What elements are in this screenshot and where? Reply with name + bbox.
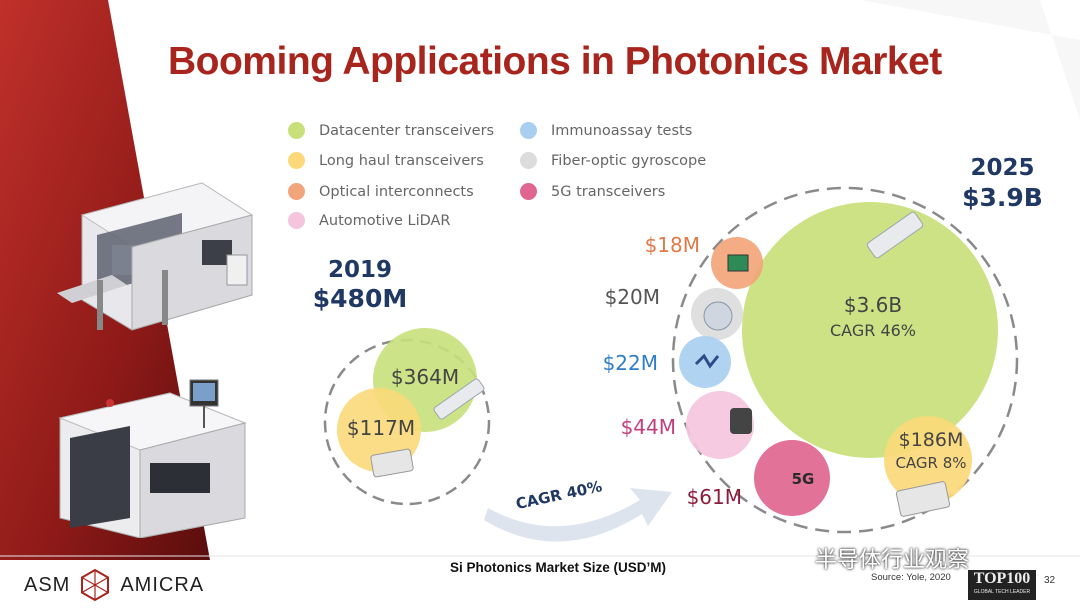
bubble-label: $20M: [605, 285, 660, 309]
total-2019: $480M: [312, 284, 408, 313]
legend-item: 5G transceivers: [520, 183, 665, 200]
growth-arrow-shape: [484, 488, 672, 542]
legend-swatch: [288, 212, 305, 229]
company-logo: ASM AMICRA: [24, 568, 204, 602]
bubble-label: $117M: [347, 416, 415, 440]
bubble-label: $22M: [603, 351, 658, 375]
year-label-2019: 2019 $480M: [300, 256, 420, 314]
top100-badge: TOP100 GLOBAL TECH LEADER: [968, 570, 1036, 600]
bubble-immunoassay-tests: [679, 336, 731, 388]
bubble-label: $44M: [621, 415, 676, 439]
logo-asm: ASM: [24, 573, 71, 596]
bonder-machine-image-bottom: [58, 379, 247, 538]
legend-item: Datacenter transceivers: [288, 122, 494, 139]
legend-label: Long haul transceivers: [319, 152, 484, 169]
transceiver-icon: [433, 378, 485, 420]
legend-item: Long haul transceivers: [288, 152, 484, 169]
bubble-long-haul-transceivers: [884, 416, 972, 504]
legend-label: Datacenter transceivers: [319, 122, 495, 139]
bubble-datacenter-transceivers: [742, 202, 998, 458]
5g-logo-icon: 5G: [792, 470, 815, 488]
gyroscope-icon: [703, 301, 733, 331]
bubble-label: $18M: [645, 233, 700, 257]
bonder-machine-image-top: [57, 182, 254, 331]
legend-item: Automotive LiDAR: [288, 212, 451, 229]
legend-swatch: [288, 152, 305, 169]
chip-icon: [727, 254, 749, 272]
total-2025: $3.9B: [962, 183, 1043, 212]
bubble-sublabel: CAGR 8%: [895, 454, 966, 472]
bubble-label: $61M: [687, 485, 742, 509]
badge-subtitle: GLOBAL TECH LEADER: [973, 589, 1031, 595]
watermark-text: 半导体行业观察: [815, 548, 970, 573]
page-title: Booming Applications in Photonics Market: [168, 40, 942, 83]
legend-label: Optical interconnects: [319, 183, 474, 200]
legend-item: Immunoassay tests: [520, 122, 692, 139]
bubble-label: $186M: [899, 429, 964, 451]
legend-label: 5G transceivers: [551, 183, 666, 200]
transceiver-icon: [866, 211, 924, 259]
page-number: 32: [1044, 575, 1056, 586]
source-note: Source: Yole, 2020: [871, 572, 951, 583]
legend-swatch: [520, 122, 537, 139]
logo-amicra: AMICRA: [120, 573, 205, 596]
legend-item: Fiber-optic gyroscope: [520, 152, 706, 169]
transceiver-icon: [895, 481, 951, 517]
badge-title: TOP100: [973, 570, 1031, 587]
legend-label: Automotive LiDAR: [319, 212, 451, 229]
immunoassay-icon: [694, 353, 720, 369]
bubble-label: $364M: [391, 365, 459, 389]
bubble-sublabel: CAGR 46%: [830, 321, 916, 340]
transceiver-icon: [370, 448, 414, 478]
legend-swatch: [288, 183, 305, 200]
legend-swatch: [520, 183, 537, 200]
legend-label: Immunoassay tests: [551, 122, 693, 139]
chart-caption: Si Photonics Market Size (USD’M): [450, 560, 667, 575]
year-label-2025: 2025 $3.9B: [950, 154, 1055, 214]
growth-label: CAGR 40%: [514, 477, 603, 513]
hexagon-logo-icon: [81, 568, 110, 602]
legend-label: Fiber-optic gyroscope: [551, 152, 707, 169]
bubble-group-outline-2025: [671, 186, 1019, 534]
legend-item: Optical interconnects: [288, 183, 474, 200]
legend-swatch: [520, 152, 537, 169]
lidar-icon: [730, 408, 752, 434]
bubble-label: $3.6B: [844, 293, 902, 317]
year-2025: 2025: [970, 155, 1035, 181]
year-2019: 2019: [327, 257, 392, 283]
legend-swatch: [288, 122, 305, 139]
bubble-5g-transceivers: [754, 440, 830, 516]
